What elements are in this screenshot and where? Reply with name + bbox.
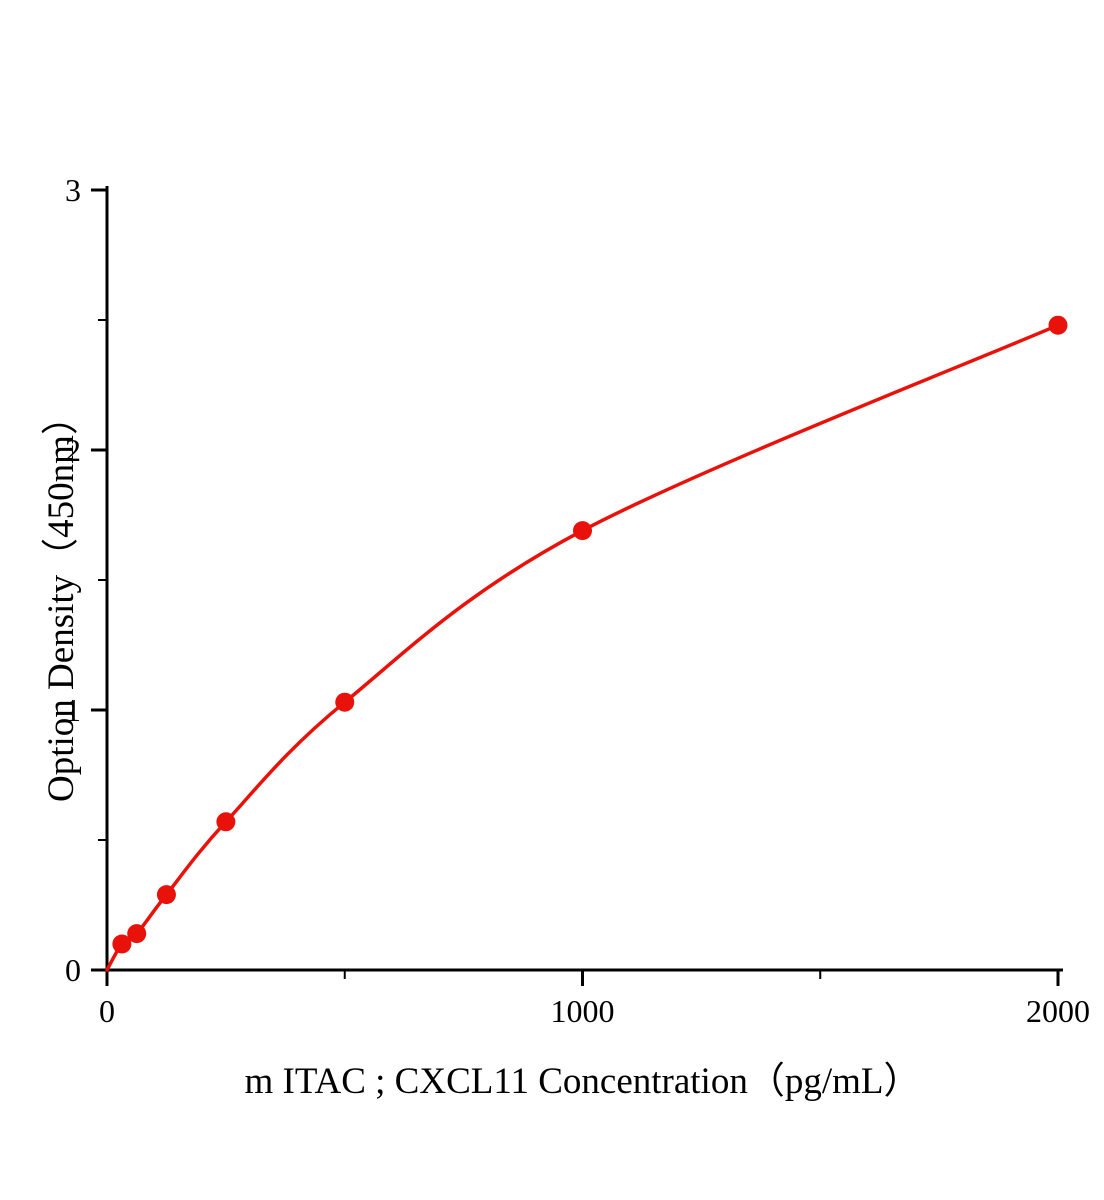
data-point-marker (216, 812, 236, 832)
data-point-markers (112, 315, 1068, 954)
axis-ticks (91, 188, 1060, 986)
x-tick-label: 1000 (551, 993, 615, 1029)
data-point-marker (112, 934, 132, 954)
y-tick-label: 1 (65, 692, 81, 728)
standard-curve-path (105, 323, 1060, 972)
data-point-marker (156, 885, 176, 905)
y-tick-label: 2 (65, 432, 81, 468)
data-point-marker (127, 924, 147, 944)
x-axis-title: m ITAC ; CXCL11 Concentration（pg/mL） (244, 1061, 921, 1102)
y-tick-label: 0 (65, 952, 81, 988)
x-tick-label: 0 (99, 993, 115, 1029)
tick-labels: 0 1000 2000 0 1 2 3 (65, 172, 1090, 1029)
data-point-marker (335, 692, 355, 712)
axes (105, 186, 1063, 972)
data-point-marker (573, 521, 592, 541)
data-point-marker (1048, 315, 1068, 335)
x-tick-label: 2000 (1026, 993, 1090, 1029)
standard-curve-line (105, 323, 1060, 972)
y-tick-label: 3 (65, 172, 81, 208)
y-axis-title: Option Density（450nm） (41, 398, 82, 802)
